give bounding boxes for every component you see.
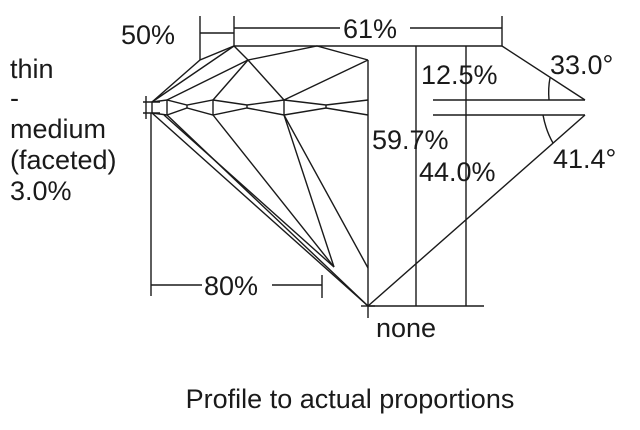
culet-label: none	[376, 313, 436, 343]
crown	[151, 45, 502, 103]
crown-height-label: 12.5%	[421, 60, 498, 90]
girdle	[143, 96, 369, 119]
crown-ratio-label: 50%	[121, 20, 175, 50]
table-label: 61%	[343, 14, 397, 44]
pavilion	[151, 60, 375, 318]
caption: Profile to actual proportions	[186, 384, 515, 414]
girdle-label-line: -	[10, 83, 19, 113]
pavilion-depth-label: 44.0%	[419, 157, 496, 187]
total-depth-label: 59.7%	[372, 125, 449, 155]
girdle-label-line: 3.0%	[10, 176, 72, 206]
dimension-lines	[150, 16, 586, 307]
girdle-label-line: thin	[10, 54, 54, 84]
girdle-label-line: (faceted)	[10, 145, 117, 175]
crown-angle-label: 33.0°	[550, 50, 613, 80]
pavilion-angle-label: 41.4°	[553, 144, 616, 174]
girdle-label-line: medium	[10, 114, 106, 144]
lower-half-label: 80%	[204, 271, 258, 301]
